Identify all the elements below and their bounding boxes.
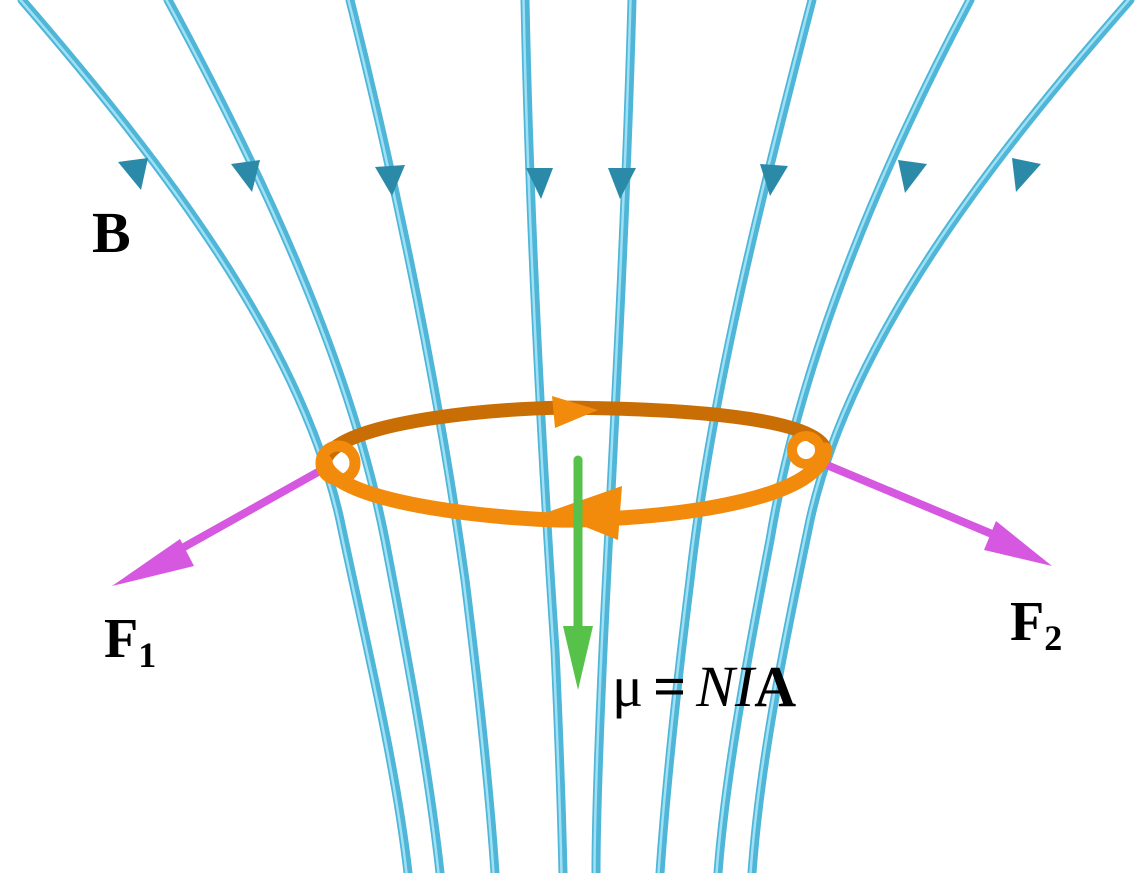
field-arrow-icon bbox=[231, 160, 260, 192]
field-line-highlight bbox=[167, 0, 439, 873]
force-arrow-right bbox=[822, 463, 1052, 566]
field-line-7 bbox=[718, 0, 970, 873]
field-arrow-icon bbox=[1012, 158, 1041, 192]
current-arrow-front bbox=[548, 486, 622, 540]
force-arrow-left bbox=[112, 472, 318, 586]
field-line-highlight bbox=[717, 0, 969, 873]
field-arrow-icon bbox=[608, 168, 636, 199]
magnetic-moment-arrow bbox=[563, 460, 593, 690]
field-line-2 bbox=[168, 0, 440, 873]
field-label: B bbox=[92, 200, 131, 265]
field-arrow-icon bbox=[898, 160, 927, 193]
field-arrow-icon bbox=[118, 158, 148, 190]
magnetic-moment-label: μ = NIA bbox=[612, 654, 796, 719]
field-arrow-icon bbox=[375, 165, 405, 196]
field-lines bbox=[21, 0, 1131, 873]
force-left-label: F1 bbox=[104, 608, 156, 675]
force-right-label: F2 bbox=[1010, 591, 1062, 658]
